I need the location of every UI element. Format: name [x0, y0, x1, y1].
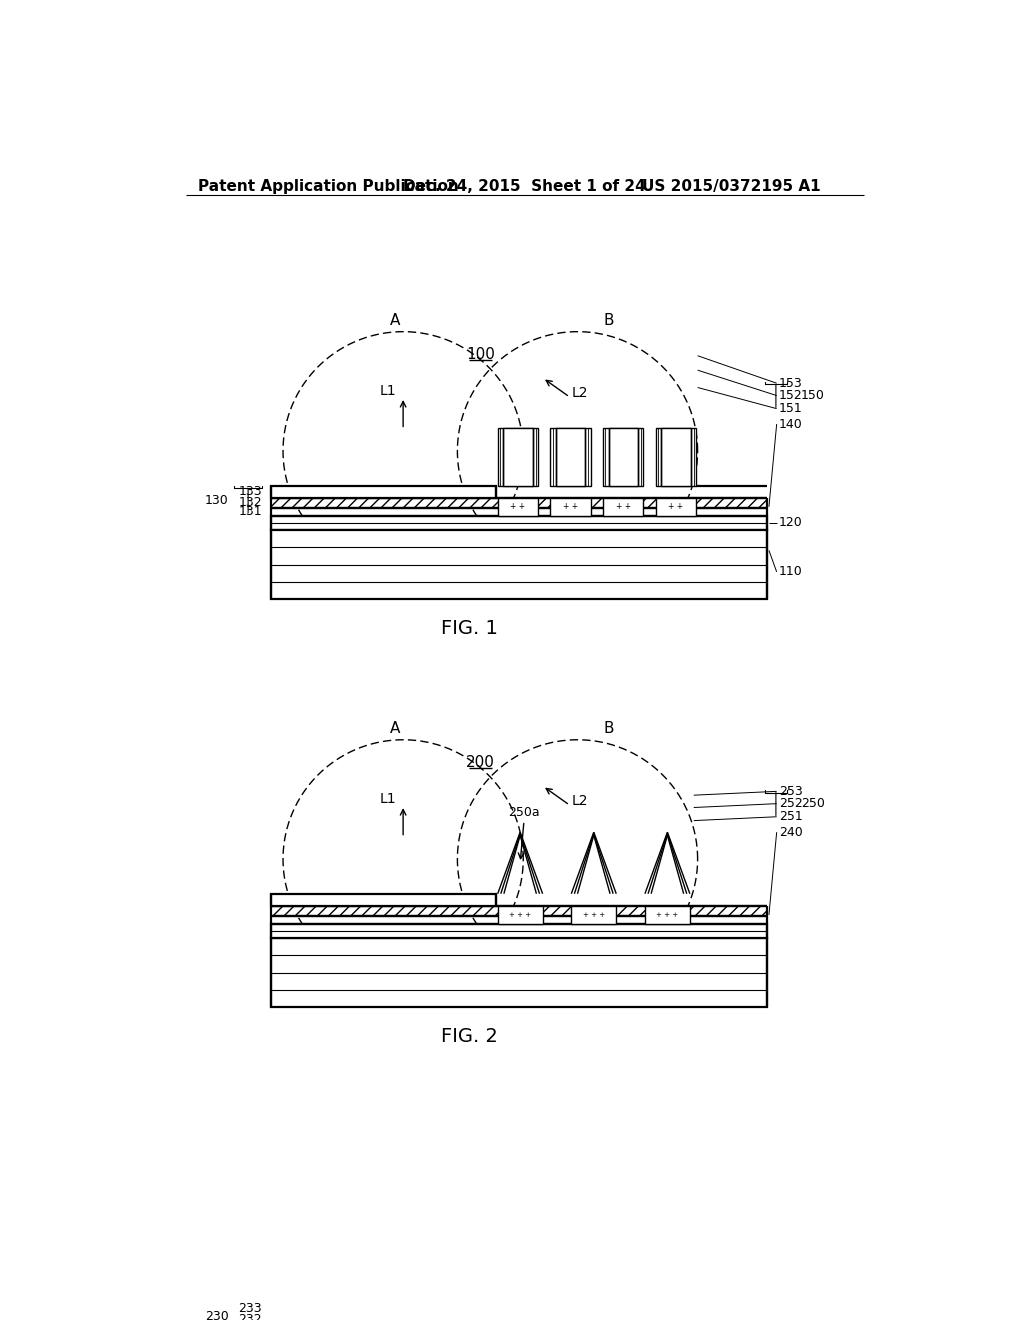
- Text: US 2015/0372195 A1: US 2015/0372195 A1: [642, 180, 820, 194]
- Bar: [271, 937, 767, 1007]
- Bar: [271, 906, 767, 916]
- Bar: [503, 428, 532, 486]
- Bar: [645, 906, 690, 924]
- Bar: [608, 428, 638, 486]
- Bar: [556, 428, 586, 486]
- Bar: [550, 428, 591, 486]
- Text: 200: 200: [466, 755, 495, 771]
- Bar: [271, 486, 496, 498]
- Text: 232: 232: [239, 1312, 262, 1320]
- Text: + +: + +: [510, 503, 525, 511]
- Text: 253: 253: [779, 785, 803, 797]
- Bar: [603, 498, 643, 516]
- Text: Dec. 24, 2015  Sheet 1 of 24: Dec. 24, 2015 Sheet 1 of 24: [403, 180, 646, 194]
- Text: 131: 131: [239, 506, 262, 519]
- Bar: [655, 498, 696, 516]
- Text: + +: + +: [669, 503, 683, 511]
- Text: 150: 150: [801, 389, 824, 403]
- Text: 133: 133: [239, 486, 262, 499]
- Text: L2: L2: [572, 387, 589, 400]
- Bar: [271, 516, 767, 529]
- Text: + +: + +: [563, 503, 579, 511]
- Text: 250: 250: [801, 797, 824, 810]
- Text: 153: 153: [779, 376, 803, 389]
- Text: + +: + +: [615, 503, 631, 511]
- Bar: [498, 498, 538, 516]
- Text: 132: 132: [239, 496, 262, 510]
- Text: FIG. 1: FIG. 1: [440, 619, 498, 638]
- Bar: [271, 529, 767, 599]
- Bar: [603, 428, 643, 486]
- Text: 230: 230: [205, 1311, 228, 1320]
- Text: L1: L1: [379, 384, 396, 397]
- Text: 130: 130: [205, 494, 228, 507]
- Text: 100: 100: [466, 347, 495, 362]
- Text: Patent Application Publication: Patent Application Publication: [198, 180, 459, 194]
- Text: A: A: [390, 721, 400, 737]
- Bar: [571, 906, 616, 924]
- Text: L2: L2: [572, 795, 589, 808]
- Text: A: A: [390, 313, 400, 327]
- Text: 252: 252: [779, 797, 803, 810]
- Bar: [498, 906, 543, 924]
- Bar: [655, 428, 696, 486]
- Text: + + +: + + +: [656, 912, 679, 917]
- Text: + + +: + + +: [509, 912, 531, 917]
- Text: 152: 152: [779, 389, 803, 403]
- Text: 251: 251: [779, 810, 803, 824]
- Text: FIG. 2: FIG. 2: [440, 1027, 498, 1045]
- Text: 151: 151: [779, 403, 803, 416]
- Bar: [271, 924, 767, 937]
- Text: L1: L1: [379, 792, 396, 807]
- Bar: [271, 498, 767, 508]
- Bar: [550, 498, 591, 516]
- Text: 233: 233: [239, 1302, 262, 1315]
- Text: B: B: [603, 313, 613, 327]
- Bar: [662, 428, 690, 486]
- Text: 240: 240: [779, 825, 803, 838]
- Text: B: B: [603, 721, 613, 737]
- Text: + + +: + + +: [583, 912, 605, 917]
- Bar: [271, 894, 496, 906]
- Text: 140: 140: [779, 417, 803, 430]
- Bar: [498, 428, 538, 486]
- Text: 120: 120: [779, 516, 803, 529]
- Text: 110: 110: [779, 565, 803, 578]
- Text: 250a: 250a: [508, 807, 540, 820]
